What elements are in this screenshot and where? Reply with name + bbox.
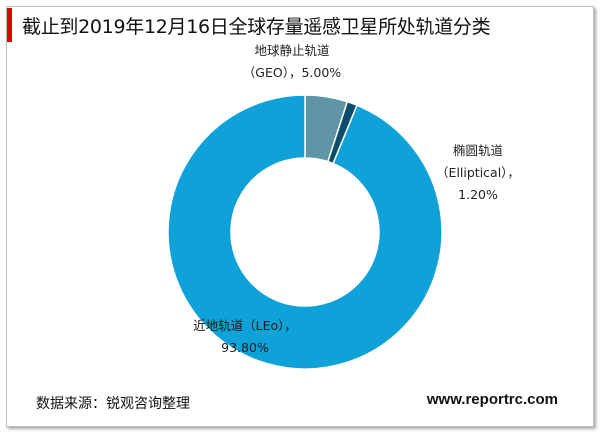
- label-elliptical-line1: 椭圆轨道: [452, 143, 503, 158]
- label-elliptical-line2: （Elliptical），: [436, 165, 520, 180]
- source-note: 数据来源：锐观咨询整理: [36, 396, 190, 412]
- label-geo-line2: （GEO），5.00%: [242, 65, 342, 80]
- title-accent-bar: [7, 8, 12, 42]
- label-elliptical-line3: 1.20%: [458, 187, 498, 202]
- slice-leo: [167, 94, 443, 370]
- label-leo-line1: 近地轨道（LEo），: [193, 318, 297, 333]
- label-leo: 近地轨道（LEo）， 93.80%: [180, 315, 310, 359]
- label-leo-line2: 93.80%: [221, 340, 269, 355]
- chart-title: 截止到2019年12月16日全球存量遥感卫星所处轨道分类: [22, 16, 491, 38]
- label-geo: 地球静止轨道 （GEO），5.00%: [222, 40, 362, 84]
- label-geo-line1: 地球静止轨道: [254, 43, 330, 58]
- label-elliptical: 椭圆轨道 （Elliptical）， 1.20%: [418, 140, 538, 206]
- website-link[interactable]: www.reportrc.com: [426, 391, 558, 408]
